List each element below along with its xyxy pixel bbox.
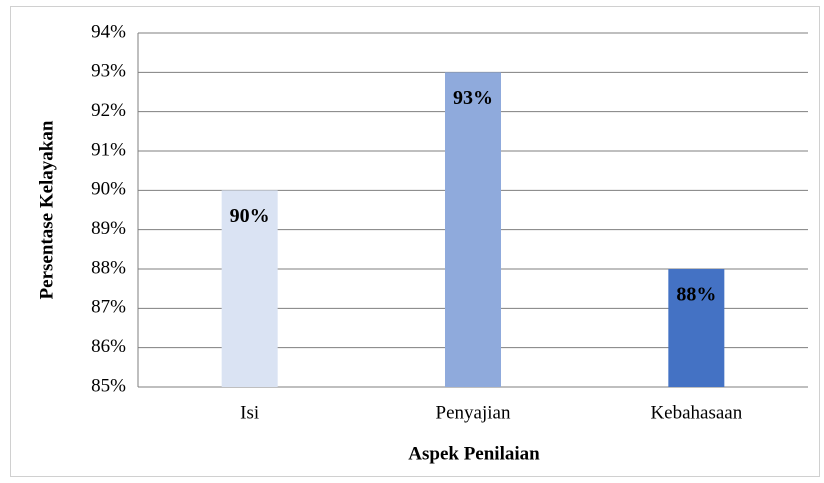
bar (445, 72, 501, 387)
chart-border (10, 6, 820, 477)
x-tick-label: Isi (240, 402, 259, 423)
y-tick-label: 90% (91, 179, 126, 200)
y-tick-label: 93% (91, 61, 126, 82)
bar (668, 269, 725, 387)
x-axis-title: Aspek Penilaian (408, 443, 540, 464)
y-tick-label: 92% (91, 100, 126, 121)
y-tick-label: 88% (91, 257, 126, 278)
y-tick-label: 94% (91, 21, 126, 42)
y-tick-label: 89% (91, 218, 126, 239)
y-tick-label: 85% (91, 375, 126, 396)
value-label: 90% (230, 205, 270, 227)
y-axis-title: Persentase Kelayakan (36, 120, 57, 299)
y-tick-label: 86% (91, 336, 126, 357)
bar (221, 190, 278, 387)
y-tick-label: 87% (91, 297, 126, 318)
y-tick-label: 91% (91, 139, 126, 160)
x-tick-label: Kebahasaan (650, 402, 742, 423)
x-tick-label: Penyajian (436, 402, 511, 423)
value-label: 88% (676, 284, 716, 306)
value-label: 93% (453, 87, 493, 109)
